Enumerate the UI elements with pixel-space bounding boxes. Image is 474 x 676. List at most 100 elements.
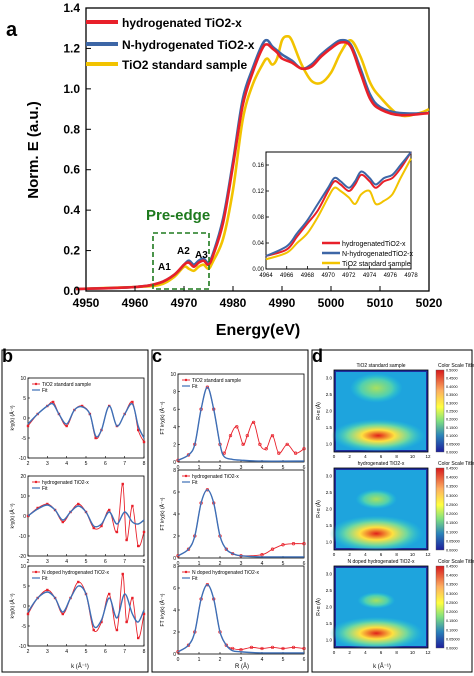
- panel-label-c: c: [152, 346, 162, 366]
- heatmap-title: TiO2 standard sample: [356, 363, 405, 369]
- x-tick-label: 10: [410, 650, 416, 655]
- x-tick-label: 4: [65, 649, 68, 655]
- x-tick-label: 6: [104, 461, 107, 467]
- x-tick-label: 4950: [73, 296, 100, 310]
- x-tick-label: 2: [27, 559, 30, 565]
- legend-data-marker: [34, 570, 38, 574]
- data-point: [245, 433, 249, 438]
- colorbar-tick-label: 0.0000: [446, 549, 458, 553]
- y-tick-label: 2: [173, 442, 176, 448]
- y-tick-label: 10: [20, 494, 26, 500]
- panel-d-xlabel: k (Å⁻¹): [373, 663, 391, 670]
- data-point: [302, 542, 306, 546]
- data-point: [230, 646, 235, 651]
- data-point: [277, 451, 281, 455]
- x-tick-label: 8: [395, 650, 398, 655]
- colorbar-tick-label: 0.2500: [446, 410, 458, 414]
- panel-a-legend: hydrogenated TiO2-x N-hydrogenated TiO2-…: [86, 16, 255, 72]
- y-tick-label: 0.0: [63, 284, 80, 298]
- data-point: [137, 636, 140, 640]
- colorbar-tick-label: 0.4500: [446, 565, 458, 569]
- x-tick-label: 2: [27, 461, 30, 467]
- colorbar-tick-label: 0.0000: [446, 451, 458, 455]
- fit-line: [27, 585, 145, 629]
- legend-label: TiO2 standard sample: [192, 378, 241, 384]
- colorbar-tick-label: 0.05000: [446, 442, 460, 446]
- colorbar-tick-label: 0.2500: [446, 601, 458, 605]
- heatmap-hotspot: [331, 419, 426, 452]
- x-tick-label: 0: [177, 465, 180, 471]
- legend-label: hydrogenated TiO2-x: [42, 480, 89, 486]
- panel-c-xlabel: R (Å): [235, 663, 249, 670]
- legend-label: TiO2 standard sample: [122, 58, 247, 72]
- data-point: [26, 424, 30, 428]
- x-tick-label: 0: [333, 552, 336, 557]
- colorbar-tick-label: 0.0000: [446, 647, 458, 651]
- x-tick-label: 4990: [269, 296, 296, 310]
- data-point: [186, 547, 191, 551]
- x-tick-label: 5000: [318, 296, 345, 310]
- panel-a-frame: [85, 7, 430, 292]
- x-tick-label: 6: [303, 561, 306, 567]
- y-tick-label: 1.0: [63, 82, 80, 96]
- y-tick-label: 2.0: [326, 605, 333, 610]
- preedge-label: Pre-edge: [146, 207, 210, 224]
- legend-label: Fit: [42, 388, 48, 394]
- x-tick-label: 4: [65, 461, 68, 467]
- panel-b-xlabel: k (Å⁻¹): [71, 663, 89, 670]
- inset-x-tick-label: 4964: [259, 273, 273, 279]
- x-tick-label: 5: [282, 561, 285, 567]
- legend-data-marker: [184, 570, 188, 574]
- series-line-yellow: [76, 34, 430, 291]
- y-tick-label: 0.8: [63, 122, 80, 136]
- x-tick-label: 1: [198, 657, 201, 663]
- y-tick-label: -5: [22, 436, 27, 442]
- x-tick-label: 6: [303, 465, 306, 471]
- colorbar-tick-label: 0.2000: [446, 512, 458, 516]
- data-point: [241, 442, 245, 447]
- data-line: [27, 573, 145, 639]
- x-tick-label: 8: [143, 649, 146, 655]
- colorbar: [435, 467, 445, 551]
- y-tick-label: 0: [173, 460, 176, 466]
- data-point: [249, 645, 254, 650]
- x-tick-label: 6: [104, 559, 107, 565]
- colorbar: [435, 565, 445, 649]
- x-tick-label: 3: [46, 649, 49, 655]
- data-point: [125, 538, 128, 542]
- data-point: [186, 643, 191, 647]
- data-point: [291, 645, 296, 650]
- data-point: [228, 433, 233, 438]
- x-tick-label: 3: [46, 461, 49, 467]
- subplot-ylabel: k³χ(k) (Å⁻³): [9, 593, 16, 618]
- colorbar-tick-label: 0.4000: [446, 574, 458, 578]
- legend-label: Fit: [192, 480, 198, 486]
- inset-legend-label: TiO2 standard sample: [342, 261, 411, 268]
- inset-legend-label: N-hydrogenatedTiO2-x: [342, 251, 413, 258]
- colorbar-tick-label: 0.1500: [446, 426, 458, 430]
- data-point: [260, 646, 264, 651]
- x-tick-label: 10: [410, 454, 416, 459]
- data-point: [186, 453, 191, 457]
- panel-a-ylabel: Norm. E (a.u.): [25, 101, 42, 199]
- colorbar-tick-label: 0.5000: [446, 369, 458, 373]
- colorbar-tick-label: 0.4000: [446, 385, 458, 389]
- x-tick-label: 4980: [220, 296, 247, 310]
- y-tick-label: 6: [173, 490, 176, 496]
- data-point: [46, 502, 49, 506]
- x-tick-label: 3: [240, 657, 243, 663]
- y-tick-label: 3.0: [326, 572, 333, 577]
- x-tick-label: 10: [410, 552, 416, 557]
- y-tick-label: 3.0: [326, 376, 333, 381]
- data-point: [115, 530, 119, 534]
- colorbar-tick-label: 0.1000: [446, 628, 458, 632]
- x-tick-label: 3: [46, 559, 49, 565]
- data-point: [270, 645, 275, 650]
- heatmap-hotspot: [329, 616, 424, 650]
- legend-data-marker: [34, 382, 38, 386]
- heatmap-hotspot: [329, 515, 424, 552]
- y-tick-label: 0: [173, 556, 176, 562]
- y-tick-label: 3.0: [326, 474, 333, 479]
- data-point: [281, 543, 285, 547]
- x-tick-label: 4: [364, 552, 367, 557]
